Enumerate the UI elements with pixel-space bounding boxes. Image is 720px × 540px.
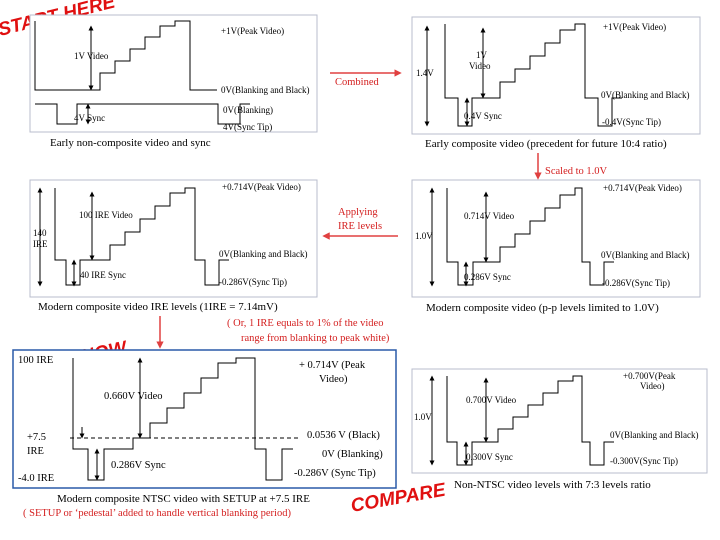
p1-peak-label: +1V(Peak Video) — [221, 26, 284, 36]
p4-peak-label: +0.714V(Peak Video) — [603, 183, 682, 193]
applying-label-1: Applying — [338, 207, 378, 218]
p1-sync-label: 4V Sync — [74, 113, 105, 123]
p4-black-label: 0V(Blanking and Black) — [601, 250, 689, 260]
p2-caption: Early composite video (precedent for fut… — [425, 138, 667, 150]
panel-early-non-composite: +1V(Peak Video) 1V Video 0V(Blanking and… — [29, 14, 318, 133]
p6-total-label: 1.0V — [414, 412, 432, 422]
p5-sync-tip-label: -0.286V (Sync Tip) — [294, 468, 376, 479]
p2-peak-label: +1V(Peak Video) — [603, 22, 666, 32]
panel-non-ntsc: +0.700V(Peak Video) 1.0V 0.700V Video 0V… — [411, 368, 708, 474]
p3-video-label: 100 IRE Video — [79, 210, 133, 220]
p5-ire100-label: 100 IRE — [18, 355, 53, 366]
p5-blanking-label: 0V (Blanking) — [322, 449, 383, 460]
p3-caption: Modern composite video IRE levels (1IRE … — [38, 301, 278, 313]
p4-total-label: 1.0V — [415, 231, 433, 241]
p4-sync-label: 0.286V Sync — [464, 272, 511, 282]
p5-caption: Modern composite NTSC video with SETUP a… — [57, 493, 310, 505]
p1-sync-tip-label: 4V(Sync Tip) — [223, 122, 272, 132]
panel-ire-levels: +0.714V(Peak Video) 140 IRE 100 IRE Vide… — [29, 179, 318, 298]
p6-peak-label-2: Video) — [640, 381, 664, 391]
p1-black-label: 0V(Blanking and Black) — [221, 85, 309, 95]
p6-sync-label: 0.300V Sync — [466, 452, 513, 462]
p1-blanking-label: 0V(Blanking) — [223, 105, 273, 115]
p4-caption: Modern composite video (p-p levels limit… — [426, 302, 659, 314]
p6-caption: Non-NTSC video levels with 7:3 levels ra… — [454, 479, 651, 491]
p1-caption: Early non-composite video and sync — [50, 137, 211, 149]
p6-video-label: 0.700V Video — [466, 395, 517, 405]
ire-note-line-2: range from blanking to peak white) — [241, 333, 390, 344]
applying-label-2: IRE levels — [338, 221, 382, 232]
p3-sync-label: 40 IRE Sync — [80, 270, 126, 280]
p4-video-label: 0.714V Video — [464, 211, 515, 221]
p3-black-label: 0V(Blanking and Black) — [219, 249, 307, 259]
p2-black-label: 0V(Blanking and Black) — [601, 90, 689, 100]
p3-peak-label: +0.714V(Peak Video) — [222, 182, 301, 192]
p5-black-label: 0.0536 V (Black) — [307, 430, 380, 441]
ire-note-line-1: ( Or, 1 IRE equals to 1% of the video — [227, 318, 383, 329]
panel-early-composite: +1V(Peak Video) 1.4V 1V Video 0V(Blankin… — [411, 16, 701, 135]
p6-black-label: 0V(Blanking and Black) — [610, 430, 698, 440]
p2-sync-tip-label: -0.4V(Sync Tip) — [602, 117, 661, 127]
p5-ire-neg-label: -4.0 IRE — [18, 473, 54, 484]
p2-video-label-1: 1V — [476, 50, 488, 60]
p2-video-label-2: Video — [469, 61, 491, 71]
p5-peak-label-2: Video) — [319, 374, 348, 385]
p2-sync-label: 0.4V Sync — [464, 111, 502, 121]
p5-subcaption: ( SETUP or ‘pedestal’ added to handle ve… — [23, 508, 291, 519]
p5-sync-label: 0.286V Sync — [111, 460, 166, 471]
p3-total-label-1: 140 — [33, 228, 47, 238]
p6-peak-label-1: +0.700V(Peak — [623, 371, 676, 381]
p6-sync-tip-label: -0.300V(Sync Tip) — [610, 456, 678, 466]
p2-total-label: 1.4V — [416, 68, 434, 78]
p3-total-label-2: IRE — [33, 239, 48, 249]
panel-modern-composite: +0.714V(Peak Video) 1.0V 0.714V Video 0V… — [411, 179, 701, 298]
panel-ntsc-setup: 100 IRE + 0.714V (Peak Video) 0.660V Vid… — [12, 349, 397, 489]
p5-setup-label-1: +7.5 — [27, 432, 46, 443]
p5-peak-label-1: + 0.714V (Peak — [299, 360, 366, 371]
p4-sync-tip-label: -0.286V(Sync Tip) — [602, 278, 670, 288]
p3-sync-tip-label: -0.286V(Sync Tip) — [219, 277, 287, 287]
p5-setup-label-2: IRE — [27, 446, 44, 457]
p1-video-label: 1V Video — [74, 51, 109, 61]
scaled-label: Scaled to 1.0V — [545, 166, 608, 177]
p5-video-label: 0.660V Video — [104, 391, 162, 402]
combined-label: Combined — [335, 77, 379, 88]
